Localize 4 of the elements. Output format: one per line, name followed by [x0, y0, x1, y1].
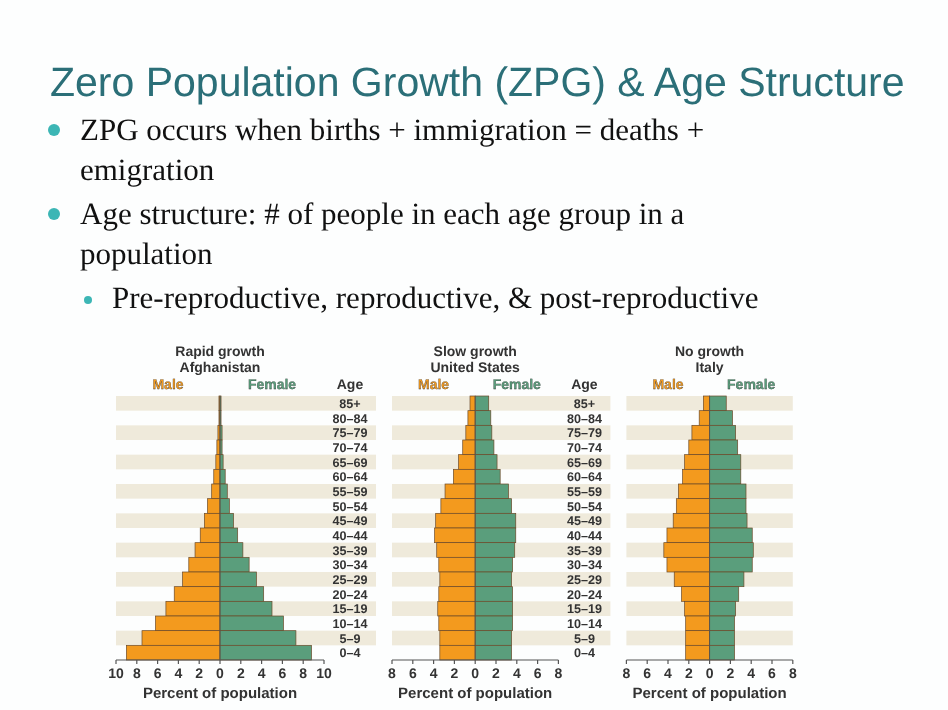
text: Age structure: # of people in each age group in a population — [80, 196, 687, 276]
text: Zero Population Growth (ZPG) & Age Structure — [50, 60, 905, 106]
text: ZPG occurs when births + immigration = deaths + emigration — [80, 112, 707, 192]
text: Pre-reproductive, reproductive, & post-reproductive — [112, 280, 759, 320]
